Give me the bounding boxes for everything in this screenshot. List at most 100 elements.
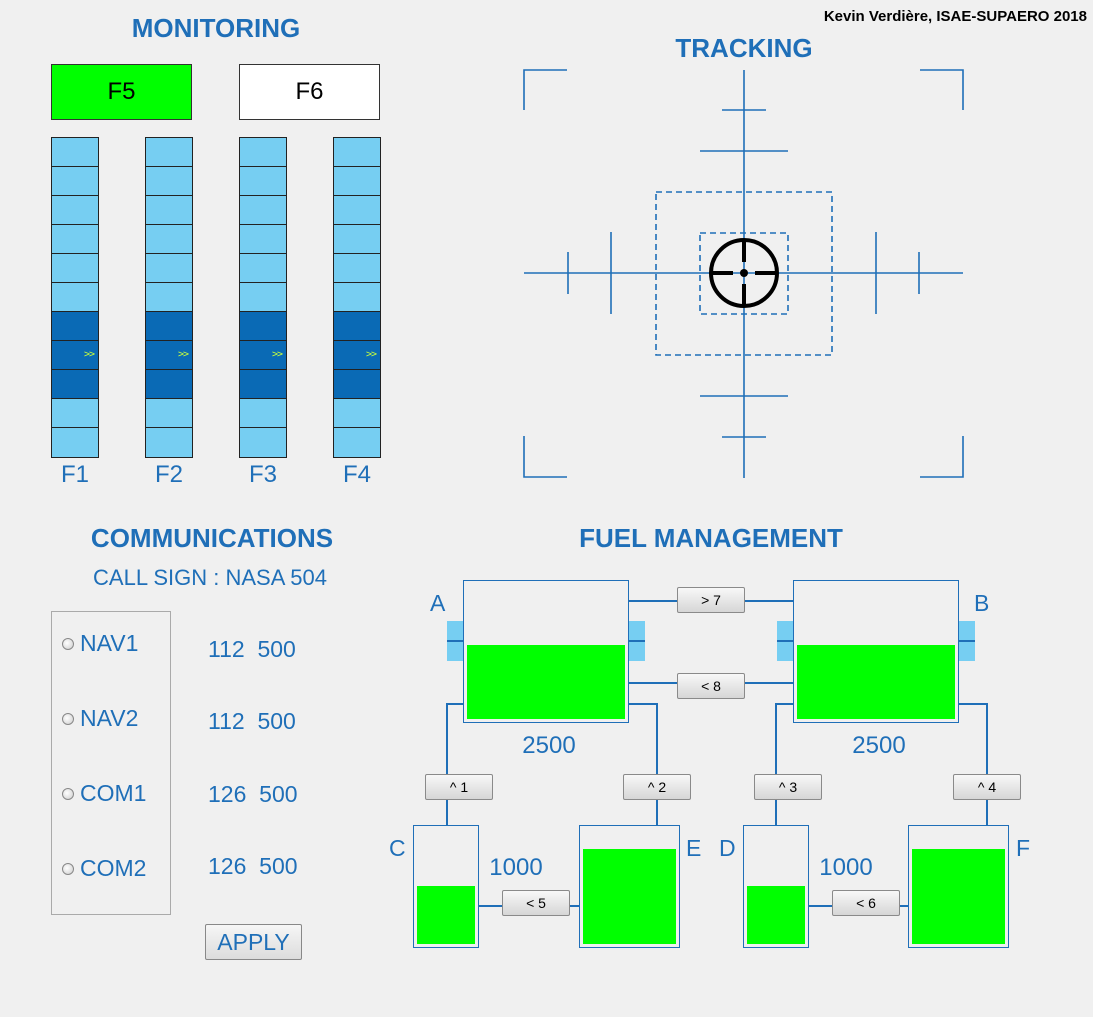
pump-5-button[interactable]: < 5	[502, 890, 570, 916]
tracking-corner-bl	[523, 436, 567, 478]
gauge-cell	[146, 138, 192, 167]
gauge-f1: >>	[51, 137, 99, 458]
gauge-cell	[334, 312, 380, 341]
radio-com1[interactable]: COM1	[62, 780, 146, 807]
tank-b-left-valve	[777, 621, 793, 661]
radio-button-icon[interactable]	[62, 787, 74, 800]
tank-b-value: 2500	[852, 732, 906, 759]
gauge-cell	[146, 312, 192, 341]
fuel-management-title: FUEL MANAGEMENT	[579, 523, 843, 553]
gauge-cell	[52, 312, 98, 341]
pump-6-button[interactable]: < 6	[832, 890, 900, 916]
gauge-cell: >>	[334, 341, 380, 370]
gauge-arrow-icon: >>	[365, 349, 377, 360]
gauge-cell: >>	[146, 341, 192, 370]
pump-4-button[interactable]: ^ 4	[953, 774, 1021, 800]
gauge-cell	[240, 283, 286, 312]
gauge-cell	[146, 254, 192, 283]
gauge-cell	[240, 196, 286, 225]
gauge-cell	[240, 167, 286, 196]
gauge-cell	[52, 283, 98, 312]
gauge-arrow-icon: >>	[177, 349, 189, 360]
frequency-nav1[interactable]: 112 500	[208, 636, 296, 662]
frequency-nav2[interactable]: 112 500	[208, 708, 296, 734]
tank-f-fuel	[912, 849, 1005, 944]
pump-2-button[interactable]: ^ 2	[623, 774, 691, 800]
radio-button-icon[interactable]	[62, 712, 74, 725]
gauge-cell	[240, 312, 286, 341]
tracking-target-icon	[709, 238, 779, 308]
frequency-com2[interactable]: 126 500	[208, 853, 298, 879]
gauge-cell	[334, 283, 380, 312]
gauge-cell	[240, 225, 286, 254]
tank-a-fuel	[467, 645, 625, 719]
tracking-corner-br	[920, 436, 964, 478]
pump-1-button[interactable]: ^ 1	[425, 774, 493, 800]
gauge-cell	[52, 225, 98, 254]
tracking-corner-tr	[920, 69, 964, 110]
pipe	[958, 703, 986, 705]
gauge-cell	[334, 399, 380, 428]
apply-button[interactable]: APPLY	[205, 924, 302, 960]
gauge-cell	[52, 428, 98, 457]
radio-label: COM1	[80, 780, 147, 806]
gauge-cell	[146, 225, 192, 254]
gauge-cell	[52, 254, 98, 283]
tank-a-label: A	[430, 590, 446, 616]
gauge-cell	[240, 428, 286, 457]
tank-d-label: D	[719, 835, 736, 861]
communications-title: COMMUNICATIONS	[90, 523, 334, 553]
tank-b-fuel	[797, 645, 955, 719]
gauge-cell: >>	[52, 341, 98, 370]
tank-c-label: C	[389, 835, 406, 861]
tank-a-right-valve	[629, 621, 645, 661]
gauge-cell	[52, 196, 98, 225]
tank-d-fuel	[747, 886, 805, 944]
gauge-cell	[52, 138, 98, 167]
gauge-arrow-icon: >>	[83, 349, 95, 360]
gauge-cell	[146, 370, 192, 399]
tracking-corner-tl	[523, 69, 567, 110]
gauge-cell	[52, 399, 98, 428]
radio-button-icon[interactable]	[62, 637, 74, 650]
radio-label: NAV1	[80, 630, 139, 656]
gauge-label-f1: F1	[60, 461, 89, 488]
tank-e-label: E	[686, 835, 702, 861]
pump-8-button[interactable]: < 8	[677, 673, 745, 699]
frequency-com1[interactable]: 126 500	[208, 781, 298, 807]
gauge-cell	[334, 370, 380, 399]
gauge-cell	[334, 428, 380, 457]
tank-a-left-valve	[447, 621, 463, 661]
radio-label: NAV2	[80, 705, 139, 731]
radio-button-icon[interactable]	[62, 862, 74, 875]
gauge-cell	[240, 370, 286, 399]
author-credit: Kevin Verdière, ISAE-SUPAERO 2018	[823, 8, 1087, 25]
pump-3-button[interactable]: ^ 3	[754, 774, 822, 800]
gauge-cell	[146, 167, 192, 196]
tracking-title: TRACKING	[675, 33, 813, 63]
gauge-cell: >>	[240, 341, 286, 370]
gauge-label-f4: F4	[342, 461, 371, 488]
radio-nav2[interactable]: NAV2	[62, 705, 138, 732]
gauge-cell	[240, 254, 286, 283]
tank-d	[743, 825, 809, 948]
call-sign: CALL SIGN : NASA 504	[93, 565, 327, 590]
gauge-cell	[146, 428, 192, 457]
tank-a-value: 2500	[522, 732, 576, 759]
gauge-cell	[334, 254, 380, 283]
f6-button[interactable]: F6	[239, 64, 380, 120]
radio-label: COM2	[80, 855, 147, 881]
gauge-cell	[334, 138, 380, 167]
tracking-display	[523, 69, 964, 478]
f5-button[interactable]: F5	[51, 64, 192, 120]
pump-7-button[interactable]: > 7	[677, 587, 745, 613]
monitoring-title: MONITORING	[131, 13, 301, 43]
radio-com2[interactable]: COM2	[62, 855, 146, 882]
pipe-a-e	[656, 703, 658, 826]
tank-a	[463, 580, 629, 723]
tank-d-value: 1000	[819, 854, 873, 881]
gauge-f3: >>	[239, 137, 287, 458]
radio-nav1[interactable]: NAV1	[62, 630, 138, 657]
gauge-cell	[334, 225, 380, 254]
pipe	[446, 703, 463, 705]
